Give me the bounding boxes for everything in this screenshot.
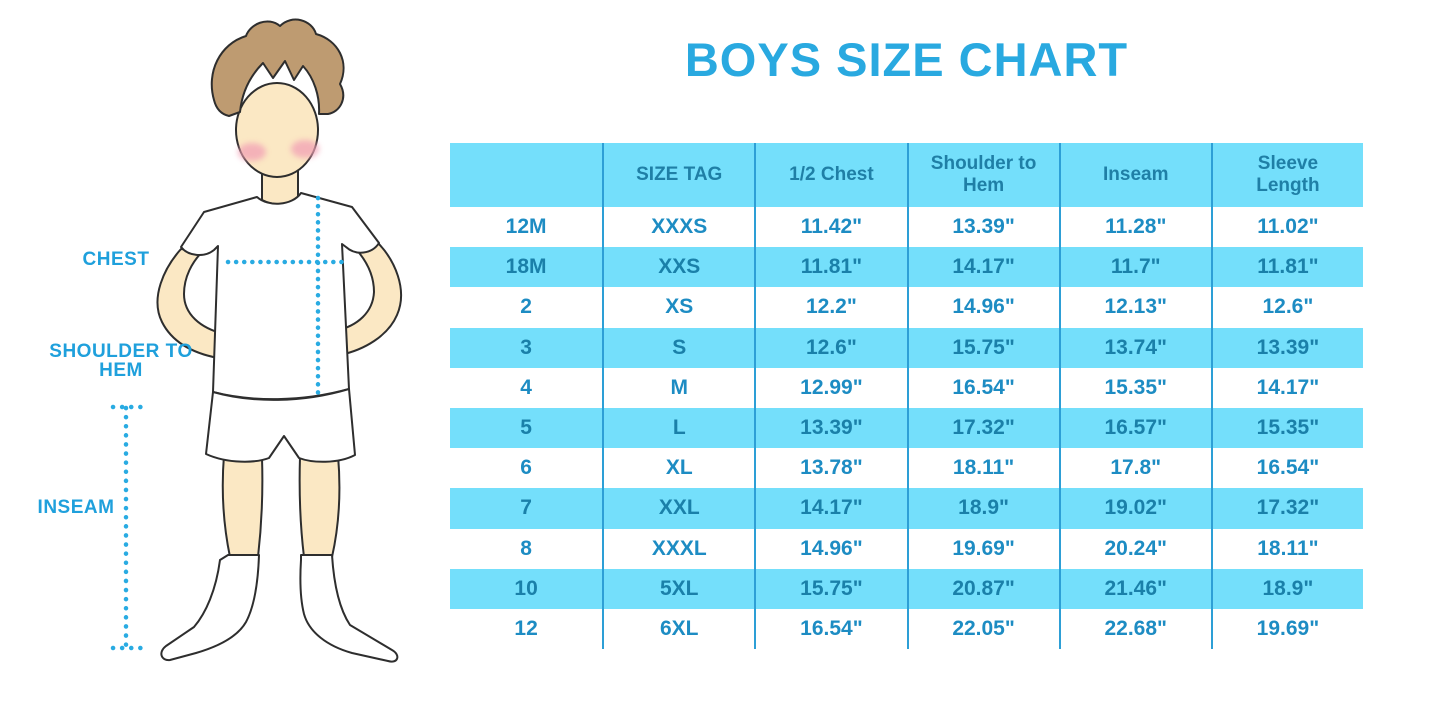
value-cell: 16.54"	[754, 608, 906, 650]
value-cell: 13.74"	[1058, 327, 1211, 368]
value-cell: 16.54"	[906, 367, 1059, 408]
size-label-cell: 18M	[450, 247, 603, 288]
inseam-label: INSEAM	[37, 497, 115, 518]
size-label-cell: 12	[514, 616, 538, 640]
value-cell: XXL	[602, 488, 755, 529]
value-cell: 18.11"	[906, 448, 1059, 489]
value-cell: 12.6"	[1210, 287, 1363, 328]
value-cell: 13.39"	[1210, 327, 1363, 368]
shoulder-to-hem-label: SHOULDER TO HEM	[49, 341, 193, 381]
header-cell: Inseam	[1058, 143, 1211, 207]
shorts	[205, 388, 356, 463]
value-cell: 20.24"	[1058, 528, 1211, 569]
right-sock	[299, 554, 399, 663]
value-cell: 12.6"	[754, 327, 907, 368]
value-cell: 19.69"	[1210, 608, 1363, 650]
value-cell: 16.54"	[1210, 448, 1363, 489]
value-cell: 11.28"	[1058, 207, 1211, 248]
value-cell: 15.75"	[754, 568, 907, 609]
value-cell: 17.32"	[1210, 488, 1363, 529]
value-cell: XXS	[602, 247, 755, 288]
value-cell: 11.02"	[1210, 207, 1363, 248]
value-cell: 15.35"	[1058, 367, 1211, 408]
value-cell: 14.17"	[906, 247, 1059, 288]
value-cell: 17.32"	[906, 407, 1059, 449]
size-label-cell: 12M	[505, 215, 547, 239]
value-cell: 22.68"	[1058, 608, 1211, 650]
value-cell: 18.9"	[906, 488, 1059, 529]
value-cell: 13.39"	[754, 407, 907, 449]
value-cell: 14.17"	[754, 488, 907, 529]
value-cell: 14.96"	[754, 528, 906, 569]
value-cell: S	[602, 327, 755, 368]
left-sock	[160, 554, 260, 662]
left-leg	[221, 453, 264, 558]
value-cell: 19.02"	[1058, 488, 1211, 529]
right-cheek	[291, 140, 319, 158]
face	[235, 82, 319, 178]
value-cell: 20.87"	[906, 568, 1059, 609]
value-cell: 12.13"	[1058, 287, 1211, 328]
size-label-cell: 5	[450, 407, 603, 449]
value-cell: 18.9"	[1210, 568, 1363, 609]
value-cell: 14.17"	[1210, 367, 1363, 408]
size-label-cell: 6	[520, 456, 532, 480]
value-cell: 15.75"	[906, 327, 1059, 368]
page-title: BOYS SIZE CHART	[684, 33, 1129, 86]
value-cell: 16.57"	[1058, 407, 1211, 449]
header-cell: Shoulder to Hem	[906, 143, 1059, 207]
value-cell: 19.69"	[906, 528, 1059, 569]
value-cell: 12.99"	[754, 367, 906, 408]
value-cell: 13.78"	[754, 448, 906, 489]
hair	[210, 18, 345, 117]
value-cell: XXXL	[602, 528, 754, 569]
right-leg	[298, 453, 341, 558]
header-cell: Sleeve Length	[1210, 143, 1363, 207]
header-cell-empty	[450, 143, 603, 207]
left-cheek	[238, 143, 266, 161]
size-label-cell: 10	[450, 568, 603, 609]
value-cell: M	[602, 367, 754, 408]
header-cell: SIZE TAG	[602, 143, 755, 207]
value-cell: 15.35"	[1210, 407, 1363, 449]
value-cell: 11.81"	[754, 247, 907, 288]
size-label-cell: 8	[520, 536, 532, 560]
value-cell: 13.39"	[906, 207, 1059, 248]
value-cell: L	[602, 407, 755, 449]
size-table: SIZE TAG 1/2 Chest Shoulder to Hem Inseam Sl…	[450, 143, 1363, 650]
value-cell: XL	[602, 448, 754, 489]
size-label-cell: 2	[520, 295, 532, 319]
header-cell: 1/2 Chest	[754, 143, 907, 207]
value-cell: 17.8"	[1058, 448, 1211, 489]
value-cell: 6XL	[602, 608, 754, 650]
value-cell: XS	[602, 287, 754, 328]
size-label-cell: 7	[450, 488, 603, 529]
value-cell: 21.46"	[1058, 568, 1211, 609]
value-cell: 12.2"	[754, 287, 906, 328]
chest-label: CHEST	[82, 249, 150, 270]
size-label-cell: 3	[450, 327, 603, 368]
value-cell: 14.96"	[906, 287, 1059, 328]
value-cell: 11.7"	[1058, 247, 1211, 288]
value-cell: 5XL	[602, 568, 755, 609]
value-cell: 18.11"	[1210, 528, 1363, 569]
boy-illustration	[110, 18, 402, 663]
value-cell: XXXS	[602, 207, 754, 248]
size-label-cell: 4	[520, 375, 532, 399]
value-cell: 11.81"	[1210, 247, 1363, 288]
value-cell: 11.42"	[754, 207, 906, 248]
value-cell: 22.05"	[906, 608, 1059, 650]
